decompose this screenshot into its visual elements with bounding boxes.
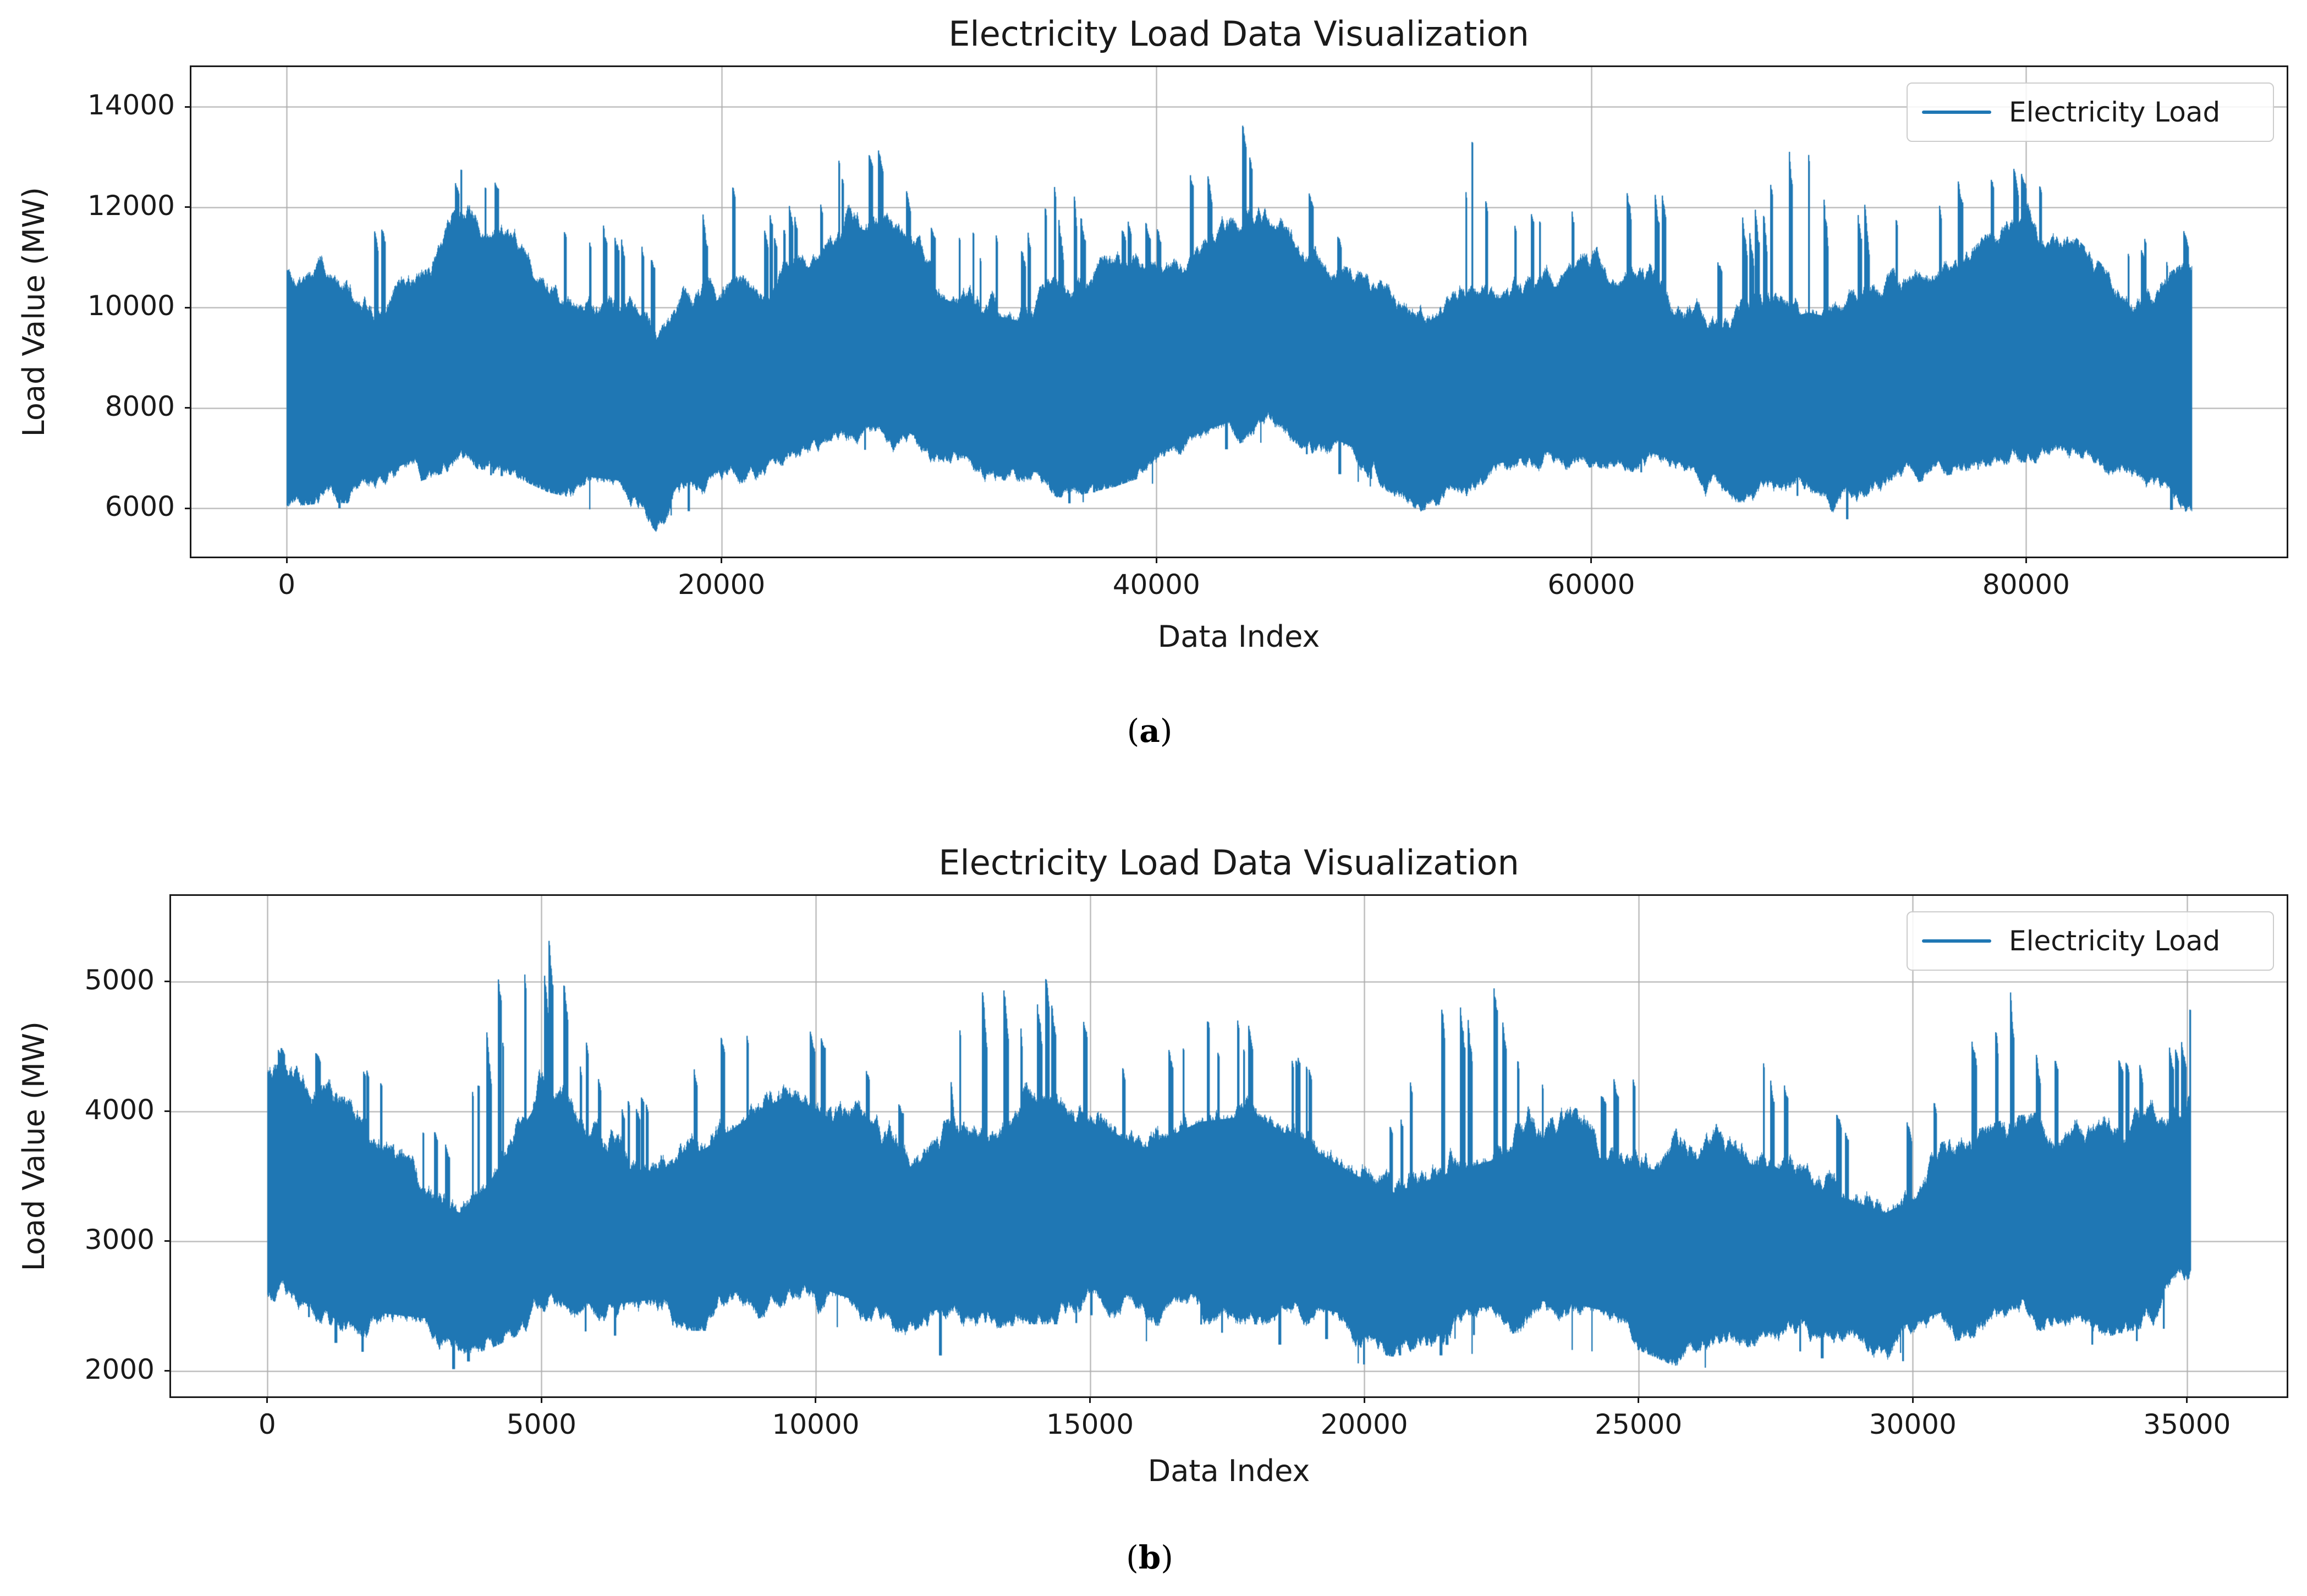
chart-a-y-tick-mark bbox=[185, 507, 191, 509]
chart-b-y-tick-label: 2000 bbox=[84, 1353, 155, 1385]
chart-b-x-tick-label: 15000 bbox=[1046, 1408, 1134, 1440]
chart-b-y-tick-label: 3000 bbox=[84, 1223, 155, 1256]
chart-b-y-tick-label: 5000 bbox=[84, 964, 155, 996]
chart-b-plot-area bbox=[169, 894, 2288, 1398]
chart-a-y-tick-label: 8000 bbox=[105, 390, 175, 422]
caption-a-close-paren: ) bbox=[1160, 712, 1173, 750]
chart-a-y-tick-mark bbox=[185, 306, 191, 309]
chart-a-y-tick-mark bbox=[185, 206, 191, 208]
chart-a-y-tick-label: 12000 bbox=[87, 189, 175, 222]
chart-a-y-tick-label: 14000 bbox=[87, 89, 175, 122]
chart-b-legend-label: Electricity Load bbox=[2009, 925, 2221, 957]
chart-a-x-tick-label: 20000 bbox=[678, 569, 766, 601]
chart-a-x-tick-label: 40000 bbox=[1112, 569, 1200, 601]
chart-a-x-tick-label: 80000 bbox=[1982, 569, 2070, 601]
chart-a-x-tick-mark bbox=[721, 557, 723, 563]
chart-a-title: Electricity Load Data Visualization bbox=[948, 14, 1529, 54]
chart-a-x-tick-label: 0 bbox=[278, 569, 296, 601]
chart-b-x-tick-label: 0 bbox=[258, 1408, 276, 1440]
figure-caption-b: (b) bbox=[1126, 1539, 1173, 1576]
chart-b-x-tick-label: 25000 bbox=[1595, 1408, 1683, 1440]
chart-b-y-tick-label: 4000 bbox=[84, 1093, 155, 1126]
chart-b-x-tick-mark bbox=[540, 1396, 542, 1403]
chart-b-x-tick-mark bbox=[1638, 1396, 1640, 1403]
chart-b-x-tick-label: 5000 bbox=[506, 1408, 576, 1440]
figure-caption-a: (a) bbox=[1127, 712, 1173, 750]
chart-b-y-tick-mark bbox=[164, 1110, 171, 1113]
chart-a-legend-line-sample bbox=[1922, 111, 1991, 114]
chart-a-x-tick-label: 60000 bbox=[1547, 569, 1635, 601]
chart-a-x-tick-mark bbox=[1155, 557, 1157, 563]
caption-a-open-paren: ( bbox=[1127, 712, 1140, 750]
caption-b-close-paren: ) bbox=[1161, 1539, 1173, 1576]
chart-a-legend: Electricity Load bbox=[1907, 82, 2274, 142]
chart-b-x-tick-mark bbox=[1089, 1396, 1091, 1403]
chart-a-series-canvas bbox=[191, 67, 2287, 557]
chart-a-plot-area bbox=[190, 65, 2288, 558]
chart-b-x-axis-label: Data Index bbox=[1147, 1454, 1310, 1488]
chart-b-y-tick-mark bbox=[164, 1370, 171, 1372]
caption-a-letter: a bbox=[1139, 712, 1160, 750]
chart-a-legend-label: Electricity Load bbox=[2009, 96, 2221, 128]
chart-b-y-tick-mark bbox=[164, 981, 171, 983]
chart-b-x-tick-mark bbox=[2186, 1396, 2188, 1403]
chart-b-y-tick-mark bbox=[164, 1240, 171, 1242]
chart-b-title: Electricity Load Data Visualization bbox=[938, 843, 1519, 883]
chart-b-x-tick-mark bbox=[815, 1396, 817, 1403]
chart-a-x-tick-mark bbox=[2025, 557, 2027, 563]
chart-b-legend: Electricity Load bbox=[1907, 911, 2274, 971]
chart-b-x-tick-mark bbox=[1363, 1396, 1365, 1403]
chart-a-y-tick-mark bbox=[185, 106, 191, 108]
chart-a-y-tick-mark bbox=[185, 407, 191, 409]
chart-a-x-tick-mark bbox=[285, 557, 288, 563]
chart-b-legend-line-sample bbox=[1922, 939, 1991, 943]
chart-b-series-canvas bbox=[171, 896, 2287, 1396]
chart-b-x-tick-mark bbox=[1911, 1396, 1914, 1403]
caption-b-letter: b bbox=[1138, 1539, 1161, 1576]
chart-a-x-axis-label: Data Index bbox=[1157, 619, 1320, 654]
chart-b-x-tick-label: 10000 bbox=[772, 1408, 860, 1440]
chart-b-x-tick-label: 30000 bbox=[1869, 1408, 1957, 1440]
chart-b-x-tick-label: 35000 bbox=[2143, 1408, 2231, 1440]
chart-a-y-tick-label: 10000 bbox=[87, 290, 175, 322]
chart-b-x-tick-mark bbox=[266, 1396, 268, 1403]
caption-b-open-paren: ( bbox=[1126, 1539, 1139, 1576]
chart-a-x-tick-mark bbox=[1590, 557, 1592, 563]
chart-b-x-tick-label: 20000 bbox=[1320, 1408, 1408, 1440]
chart-a-y-tick-label: 6000 bbox=[105, 491, 175, 523]
